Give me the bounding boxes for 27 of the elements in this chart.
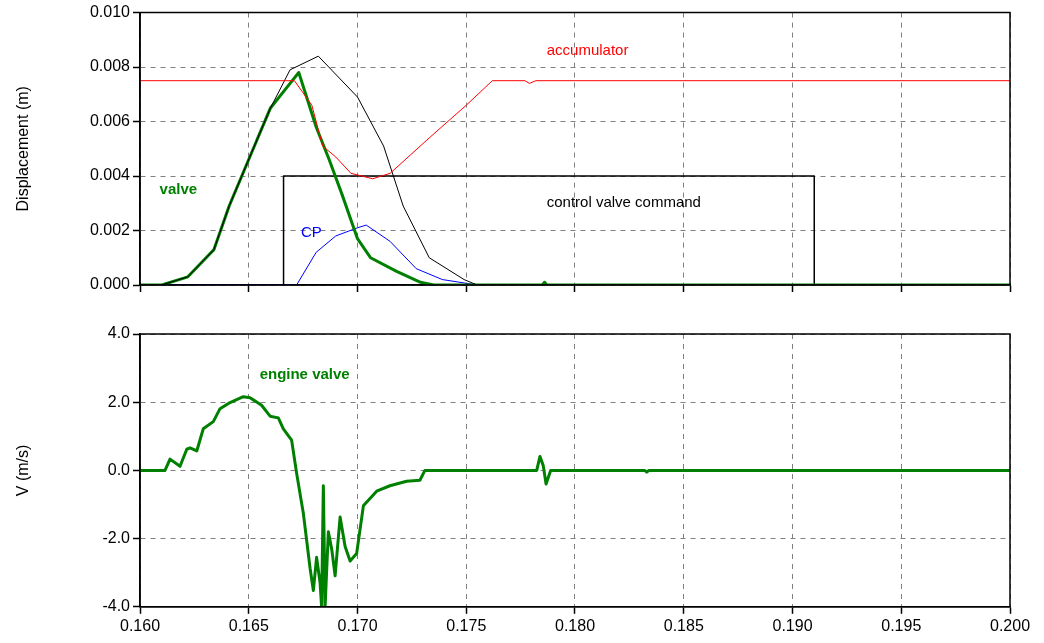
y-tick-label: 0.008 — [89, 57, 131, 75]
x-tick-label: 0.160 — [119, 616, 161, 634]
y-tick-label: -2.0 — [102, 529, 131, 547]
y-tick-label: 4.0 — [107, 324, 131, 342]
y-tick-label: 0.010 — [89, 3, 131, 21]
x-tick-label: 0.185 — [663, 616, 704, 634]
x-tick-label: 0.190 — [772, 616, 813, 634]
x-tick-label: 0.180 — [554, 616, 596, 634]
series-label: engine valve — [259, 365, 350, 383]
x-tick-label: 0.165 — [228, 616, 269, 634]
series-label: accumulator — [546, 40, 629, 58]
y-tick-label: 0.002 — [89, 220, 131, 238]
y-tick-label: 0.006 — [89, 111, 131, 129]
x-tick-label: 0.170 — [337, 616, 378, 634]
y-tick-label: 0.0 — [107, 460, 131, 478]
y-tick-label: 2.0 — [107, 392, 131, 410]
y-tick-label: -4.0 — [102, 597, 131, 615]
y-axis-title: V (m/s) — [14, 444, 32, 497]
y-axis-title: Displacement (m) — [14, 86, 32, 212]
y-tick-label: 0.004 — [89, 166, 131, 184]
x-tick-label: 0.200 — [989, 616, 1031, 634]
y-tick-label: 0.000 — [89, 275, 131, 293]
x-tick-label: 0.175 — [446, 616, 487, 634]
text: valve — [159, 179, 198, 197]
series-label: CP — [300, 223, 322, 241]
x-tick-label: 0.195 — [881, 616, 922, 634]
series-label: control valve command — [546, 193, 701, 211]
